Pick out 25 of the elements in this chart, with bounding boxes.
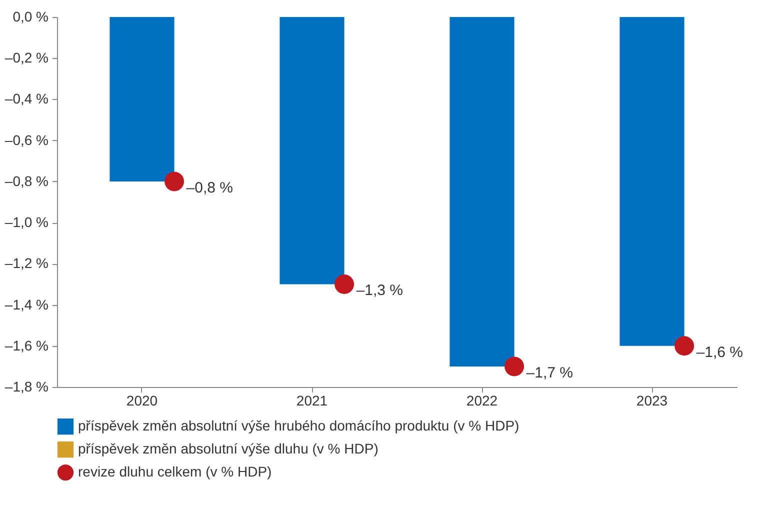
y-tick-label: –0,2 %	[4, 50, 48, 66]
y-tick-label: –0,6 %	[4, 132, 48, 148]
y-tick-label: –1,6 %	[4, 337, 48, 354]
x-tick-label: 2020	[126, 392, 158, 408]
legend-label: příspěvek změn absolutní výše hrubého domácího produktu (v % HDP)	[78, 418, 520, 434]
y-tick-label: –1,0 %	[4, 214, 48, 230]
x-tick-label: 2023	[636, 392, 668, 408]
y-tick-label: –1,2 %	[4, 255, 48, 272]
x-tick-label: 2021	[296, 392, 328, 408]
y-tick-label: –0,8 %	[4, 172, 48, 189]
y-tick-label: –1,8 %	[4, 378, 48, 394]
point	[504, 356, 524, 376]
data-label: –1,7 %	[526, 364, 574, 382]
data-label: –0,8 %	[186, 179, 234, 196]
data-label: –1,6 %	[696, 344, 744, 361]
x-tick-label: 2022	[466, 392, 498, 408]
point	[164, 172, 184, 192]
point	[674, 336, 694, 356]
y-tick-label: –0,4 %	[4, 90, 48, 107]
legend-label: revize dluhu celkem (v % HDP)	[78, 464, 272, 480]
legend-label: příspěvek změn absolutní výše dluhu (v % HDP)	[78, 440, 378, 456]
y-tick-label: 0,0 %	[12, 8, 48, 24]
data-label: –1,3 %	[356, 282, 404, 300]
y-tick-label: –1,4 %	[4, 296, 48, 312]
point	[334, 274, 354, 294]
